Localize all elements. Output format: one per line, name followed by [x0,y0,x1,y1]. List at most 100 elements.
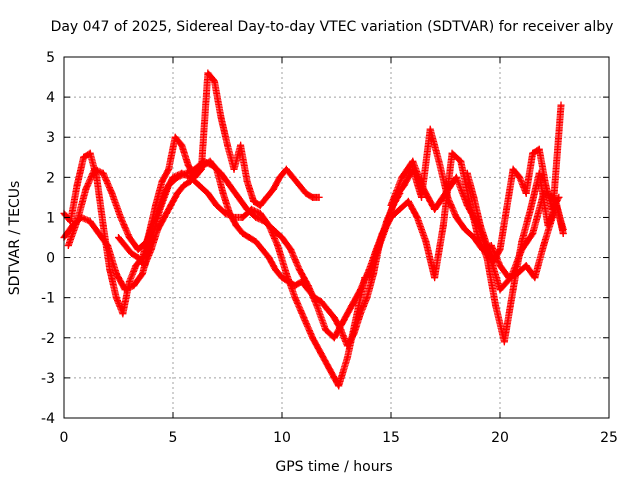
data-point [282,165,290,173]
data-point [178,169,186,177]
data-point [121,286,129,294]
data-point [250,197,258,205]
data-point [461,225,469,233]
data-point [232,221,240,229]
data-point [99,169,107,177]
data-point [518,246,526,254]
data-point [339,318,347,326]
data-point [271,266,279,274]
data-point [128,250,136,258]
data-point [121,242,129,250]
data-point [356,310,364,318]
data-point [343,342,351,350]
data-point [80,153,88,161]
data-point [256,209,264,217]
data-point [200,161,208,169]
data-point [313,302,321,310]
series-track-d [115,157,404,350]
data-point [115,234,122,241]
data-point [544,221,552,229]
data-point [304,286,312,294]
data-point [311,294,319,302]
data-point [138,270,146,278]
data-point [165,165,173,173]
data-point [413,213,421,221]
data-point [243,177,251,185]
data-point [439,221,447,229]
data-point [99,221,107,229]
data-point [522,189,530,197]
data-point [73,181,81,189]
data-point [435,157,443,165]
data-point [67,217,75,225]
data-point [396,205,404,213]
data-point [247,205,255,213]
data-point [169,173,177,181]
data-point [298,278,306,286]
data-point [95,229,103,237]
data-point [295,181,303,189]
x-tick-label: 10 [273,430,291,446]
data-point [496,286,504,294]
data-point [274,242,282,250]
data-point [160,213,168,221]
data-point [147,246,155,254]
data-point [448,149,456,157]
plus-markers [115,157,404,350]
data-point [291,282,299,290]
data-point [457,157,465,165]
y-tick-label: 5 [46,50,55,66]
data-point [204,189,212,197]
data-point [400,181,408,189]
data-point [86,149,94,157]
data-point [496,246,504,254]
data-point [404,197,412,205]
data-point [489,258,497,266]
y-tick-label: 3 [46,130,55,146]
data-point [278,274,286,282]
data-point [463,201,471,209]
data-point [442,189,449,197]
data-point [463,169,471,177]
data-point [119,310,127,318]
y-tick-label: 1 [46,210,55,226]
data-point [496,262,504,270]
data-point [282,270,290,278]
data-point [112,270,120,278]
data-point [154,225,162,233]
data-point [503,205,511,213]
data-point [387,213,395,221]
x-tick-label: 15 [382,430,400,446]
data-point [309,334,317,342]
data-point [509,165,517,173]
data-point [73,217,81,225]
data-point [265,221,273,229]
data-point [224,141,231,149]
data-point [300,314,308,322]
data-point [285,278,293,286]
series-track-h [463,145,563,266]
data-point [500,338,508,346]
data-point [134,246,142,254]
data-point [548,205,556,213]
data-point [258,246,266,254]
data-point [527,205,535,213]
y-tick-label: -2 [41,331,55,347]
x-tick-label: 20 [491,430,509,446]
data-point [204,69,212,77]
data-point [317,298,325,306]
data-point [531,274,539,282]
data-point [426,125,434,133]
data-point [330,314,338,322]
data-point [265,254,273,262]
data-point [529,229,537,237]
data-point [239,213,247,221]
y-tick-label: -1 [41,291,55,307]
data-point [86,217,94,225]
chart-title: Day 047 of 2025, Sidereal Day-to-day VTE… [51,19,614,35]
data-point [483,242,491,250]
data-point [363,294,371,302]
y-tick-label: 0 [46,251,55,267]
data-point [309,193,317,201]
